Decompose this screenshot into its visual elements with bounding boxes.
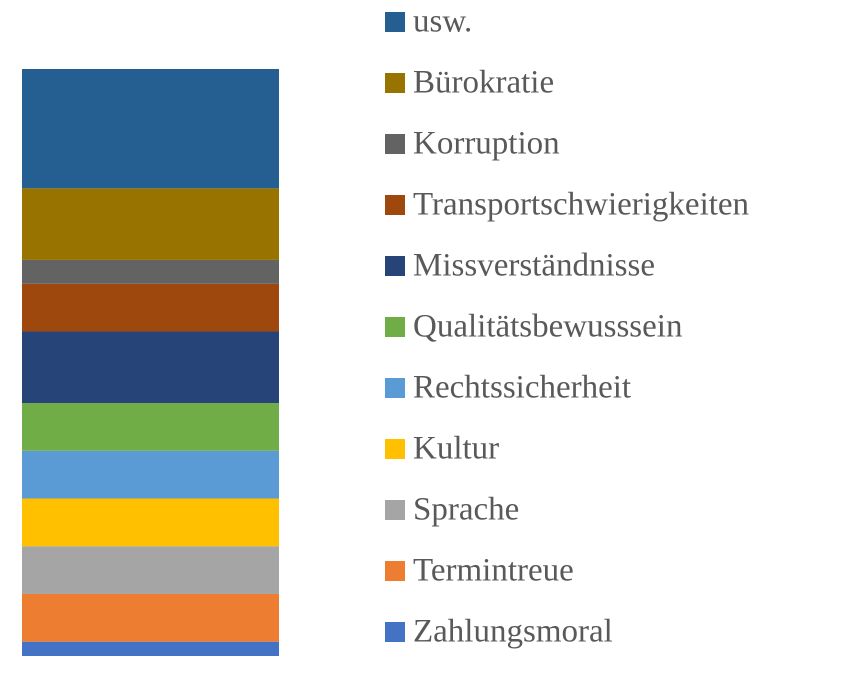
- legend-swatch: [385, 12, 405, 32]
- bar-segment: [22, 188, 279, 260]
- legend-swatch: [385, 500, 405, 520]
- legend-swatch: [385, 256, 405, 276]
- legend-swatch: [385, 622, 405, 642]
- legend-swatch: [385, 378, 405, 398]
- legend-label: Missverständnisse: [413, 248, 655, 284]
- legend-label: Kultur: [413, 431, 499, 467]
- legend-label: Termintreue: [413, 553, 574, 589]
- legend-label: Transportschwierigkeiten: [413, 187, 749, 223]
- legend-swatch: [385, 195, 405, 215]
- legend-swatch: [385, 561, 405, 581]
- legend-swatch: [385, 134, 405, 154]
- bar-segment: [22, 403, 279, 451]
- bar-segment: [22, 283, 279, 332]
- legend-swatch: [385, 317, 405, 337]
- bar-segment: [22, 546, 279, 594]
- bar-segment: [22, 259, 279, 284]
- legend-label: Bürokratie: [413, 65, 554, 101]
- legend-label: Sprache: [413, 492, 519, 528]
- bar-segment: [22, 331, 279, 404]
- legend-label: usw.: [413, 4, 472, 40]
- legend-swatch: [385, 439, 405, 459]
- legend-swatch: [385, 73, 405, 93]
- legend-label: Korruption: [413, 126, 560, 162]
- bar-segment: [22, 69, 279, 189]
- bar-segment: [22, 641, 279, 656]
- bar-segment: [22, 593, 279, 642]
- legend-label: Qualitätsbewusssein: [413, 309, 682, 345]
- bar-segment: [22, 450, 279, 499]
- bar-segment: [22, 498, 279, 547]
- legend-label: Zahlungsmoral: [413, 614, 613, 650]
- legend-label: Rechtssicherheit: [413, 370, 631, 406]
